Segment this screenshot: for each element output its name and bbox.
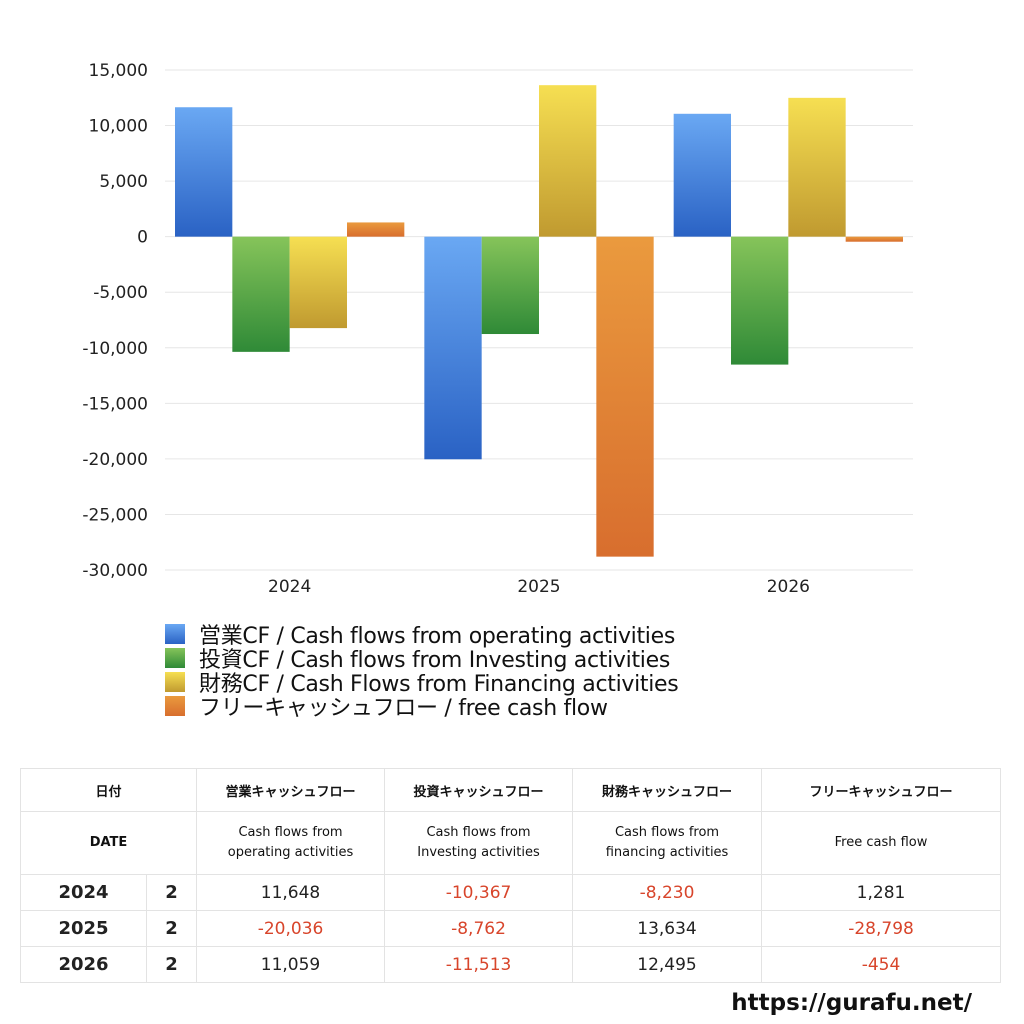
y-tick-label: -5,000 bbox=[93, 283, 148, 303]
header-operating-jp: 営業キャッシュフロー bbox=[196, 768, 386, 812]
bar-free-cash-flow-2024 bbox=[347, 222, 405, 237]
legend-swatch-financing bbox=[165, 672, 185, 692]
bar-operating-2025 bbox=[424, 236, 482, 460]
bar-investing-2025 bbox=[481, 236, 539, 335]
bar-operating-2026 bbox=[673, 113, 731, 237]
header-investing-en-line2: Investing activities bbox=[417, 845, 540, 860]
cell-investing: -8,762 bbox=[384, 910, 574, 947]
y-tick-label: 5,000 bbox=[99, 172, 148, 192]
y-tick-label: 10,000 bbox=[89, 117, 148, 137]
header-operating-en: Cash flows from operating activities bbox=[196, 811, 386, 875]
y-tick-label: -30,000 bbox=[82, 561, 148, 581]
cell-financing: -8,230 bbox=[572, 874, 763, 911]
legend-label-operating: 営業CF / Cash flows from operating activit… bbox=[199, 624, 676, 649]
legend-swatch-operating bbox=[165, 624, 185, 644]
header-date-en: DATE bbox=[19, 811, 198, 875]
header-free-cash-flow-en: Free cash flow bbox=[761, 811, 1002, 875]
cell-operating: 11,648 bbox=[196, 874, 386, 911]
y-tick-label: 0 bbox=[137, 228, 148, 248]
cell-free-cash-flow: 1,281 bbox=[761, 874, 1002, 911]
legend-swatch-investing bbox=[165, 648, 185, 668]
cell-operating: 11,059 bbox=[196, 946, 386, 983]
bar-marks bbox=[175, 85, 903, 557]
y-tick-label: 15,000 bbox=[89, 61, 148, 81]
row-count: 2 bbox=[145, 946, 198, 983]
cell-free-cash-flow: -454 bbox=[761, 946, 1002, 983]
header-financing-en-line1: Cash flows from bbox=[614, 825, 720, 840]
header-financing-en-line2: financing activities bbox=[605, 845, 729, 860]
x-axis-tick-labels: 2024 2025 2026 bbox=[268, 577, 810, 597]
legend-label-free-cash-flow: フリーキャッシュフロー / free cash flow bbox=[199, 696, 608, 721]
legend-item-free-cash-flow: フリーキャッシュフロー / free cash flow bbox=[165, 694, 678, 721]
row-year: 2026 bbox=[20, 946, 147, 983]
row-year: 2024 bbox=[20, 874, 147, 911]
bar-financing-2024 bbox=[289, 236, 347, 329]
footer-url: https://gurafu.net/ bbox=[731, 990, 972, 1016]
bar-free-cash-flow-2025 bbox=[596, 236, 654, 557]
legend-item-financing: 財務CF / Cash Flows from Financing activit… bbox=[165, 670, 679, 697]
bar-financing-2025 bbox=[539, 85, 597, 237]
header-free-cash-flow-jp: フリーキャッシュフロー bbox=[761, 768, 1002, 812]
table-row: 2024 2 11,648 -10,367 -8,230 1,281 bbox=[20, 874, 1002, 911]
header-financing-jp: 財務キャッシュフロー bbox=[572, 768, 763, 812]
x-tick-label: 2025 bbox=[517, 577, 560, 597]
header-operating-en-line2: operating activities bbox=[227, 845, 354, 860]
cell-financing: 13,634 bbox=[572, 910, 763, 947]
cell-operating: -20,036 bbox=[196, 910, 386, 947]
x-tick-label: 2026 bbox=[767, 577, 810, 597]
bar-financing-2026 bbox=[788, 97, 846, 237]
cell-investing: -10,367 bbox=[384, 874, 574, 911]
legend-item-investing: 投資CF / Cash flows from Investing activit… bbox=[165, 646, 678, 673]
legend-label-investing: 投資CF / Cash flows from Investing activit… bbox=[199, 648, 670, 673]
y-tick-label: -25,000 bbox=[82, 505, 148, 525]
table-header-row-jp: 日付 営業キャッシュフロー 投資キャッシュフロー 財務キャッシュフロー フリーキ… bbox=[19, 768, 1002, 812]
table-header-row-en: DATE Cash flows from operating activitie… bbox=[19, 811, 1002, 875]
header-investing-en: Cash flows from Investing activities bbox=[384, 811, 574, 875]
header-investing-jp: 投資キャッシュフロー bbox=[384, 768, 574, 812]
x-tick-label: 2024 bbox=[268, 577, 311, 597]
cash-flow-table: 日付 営業キャッシュフロー 投資キャッシュフロー 財務キャッシュフロー フリーキ… bbox=[19, 768, 1002, 983]
header-operating-en-line1: Cash flows from bbox=[238, 825, 343, 840]
table-row: 2026 2 11,059 -11,513 12,495 -454 bbox=[20, 946, 1002, 983]
header-investing-en-line1: Cash flows from bbox=[426, 825, 531, 840]
header-financing-en: Cash flows from financing activities bbox=[572, 811, 763, 875]
bar-investing-2026 bbox=[731, 236, 789, 365]
cell-financing: 12,495 bbox=[572, 946, 763, 983]
y-tick-label: -20,000 bbox=[82, 450, 148, 470]
cell-free-cash-flow: -28,798 bbox=[761, 910, 1002, 947]
row-count: 2 bbox=[145, 910, 198, 947]
bar-investing-2024 bbox=[232, 236, 290, 352]
header-date-jp: 日付 bbox=[19, 768, 198, 812]
row-count: 2 bbox=[145, 874, 198, 911]
chart-legend: 営業CF / Cash flows from operating activit… bbox=[165, 622, 679, 721]
cash-flow-bar-chart: 15,000 10,000 5,000 0 -5,000 -10,000 -15,000 -2… bbox=[82, 61, 913, 597]
y-tick-label: -15,000 bbox=[82, 394, 148, 414]
table-row: 2025 2 -20,036 -8,762 13,634 -28,798 bbox=[20, 910, 1002, 947]
legend-label-financing: 財務CF / Cash Flows from Financing activit… bbox=[199, 672, 679, 697]
y-tick-label: -10,000 bbox=[82, 339, 148, 359]
legend-swatch-free-cash-flow bbox=[165, 696, 185, 716]
bar-free-cash-flow-2026 bbox=[845, 236, 903, 242]
cell-investing: -11,513 bbox=[384, 946, 574, 983]
row-year: 2025 bbox=[20, 910, 147, 947]
legend-item-operating: 営業CF / Cash flows from operating activit… bbox=[165, 622, 678, 649]
y-axis-tick-labels: 15,000 10,000 5,000 0 -5,000 -10,000 -15,000 -2… bbox=[82, 61, 148, 581]
bar-operating-2024 bbox=[175, 107, 233, 237]
